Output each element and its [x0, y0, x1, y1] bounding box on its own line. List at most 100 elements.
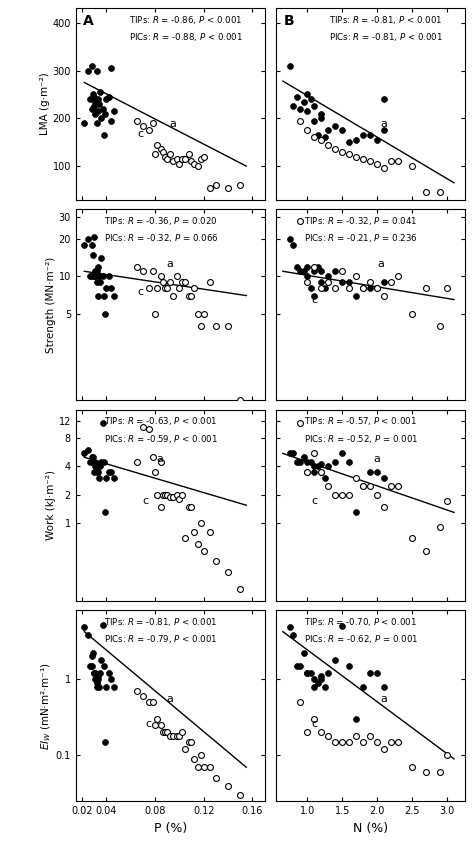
Point	[161, 488, 168, 501]
Point	[338, 735, 346, 749]
Point	[102, 92, 110, 106]
Point	[98, 252, 105, 265]
Point	[374, 157, 381, 170]
Point	[359, 128, 367, 142]
Text: c: c	[146, 719, 152, 728]
Point	[338, 488, 346, 501]
Text: PICs: $R$ = -0.21, $P$ = 0.236: PICs: $R$ = -0.21, $P$ = 0.236	[304, 232, 418, 244]
Text: a: a	[166, 694, 173, 704]
Point	[91, 270, 99, 283]
Point	[190, 526, 198, 539]
Point	[387, 276, 395, 289]
Point	[318, 672, 325, 686]
Point	[151, 148, 159, 161]
Point	[380, 680, 388, 694]
Point	[91, 99, 98, 113]
Point	[188, 289, 195, 303]
Point	[154, 488, 161, 501]
Point	[102, 680, 110, 694]
Point	[105, 270, 112, 283]
Point	[89, 450, 97, 464]
Point	[366, 276, 374, 289]
Point	[286, 232, 293, 246]
Point	[212, 178, 219, 192]
Point	[352, 471, 360, 485]
Point	[366, 128, 374, 142]
Point	[99, 416, 106, 430]
Point	[331, 488, 339, 501]
Point	[436, 186, 444, 199]
Point	[303, 465, 311, 478]
Point	[145, 422, 153, 436]
Point	[374, 465, 381, 478]
Point	[95, 471, 103, 485]
Point	[224, 566, 232, 579]
Text: c: c	[137, 129, 144, 138]
Point	[91, 460, 99, 473]
Point	[422, 544, 430, 558]
Point	[293, 259, 301, 273]
Point	[94, 465, 101, 478]
Point	[157, 718, 165, 732]
Point	[338, 447, 346, 460]
Point	[175, 729, 183, 743]
Point	[149, 695, 156, 709]
Point	[331, 119, 339, 132]
Point	[297, 659, 304, 672]
Point	[178, 488, 185, 501]
Point	[206, 276, 213, 289]
Point	[161, 150, 168, 164]
Point	[173, 488, 181, 501]
Point	[91, 667, 98, 680]
Point	[380, 276, 388, 289]
Point	[81, 620, 88, 633]
Point	[100, 659, 108, 672]
Point	[380, 471, 388, 485]
Point	[352, 729, 360, 743]
Point	[105, 667, 112, 680]
Text: TIPs: $R$ = -0.86, $P$ < 0.001: TIPs: $R$ = -0.86, $P$ < 0.001	[128, 14, 242, 26]
Point	[338, 276, 346, 289]
Point	[169, 729, 177, 743]
Point	[87, 455, 94, 468]
Point	[297, 114, 304, 127]
Point	[95, 680, 103, 694]
Point	[87, 659, 94, 672]
Point	[151, 465, 159, 478]
Point	[100, 289, 108, 303]
Point	[286, 620, 293, 633]
Point	[93, 116, 100, 130]
Text: c: c	[311, 496, 317, 506]
Point	[374, 488, 381, 501]
Text: TIPs: $R$ = -0.36, $P$ = 0.020: TIPs: $R$ = -0.36, $P$ = 0.020	[104, 215, 218, 226]
Text: TIPs: $R$ = -0.32, $P$ = 0.041: TIPs: $R$ = -0.32, $P$ = 0.041	[304, 215, 418, 226]
Point	[359, 282, 367, 295]
Point	[297, 102, 304, 115]
Point	[94, 92, 101, 106]
Point	[310, 447, 318, 460]
Point	[198, 749, 205, 762]
Point	[133, 114, 140, 127]
Point	[366, 667, 374, 680]
Point	[81, 116, 88, 130]
Point	[94, 672, 101, 686]
Point	[422, 766, 430, 779]
Point	[380, 162, 388, 176]
Point	[352, 270, 360, 283]
Point	[173, 729, 181, 743]
Point	[297, 265, 304, 278]
Text: c: c	[137, 287, 144, 297]
Point	[166, 490, 173, 504]
Point	[188, 735, 195, 749]
Point	[182, 743, 189, 756]
Point	[325, 276, 332, 289]
Point	[91, 667, 98, 680]
Point	[95, 98, 103, 111]
Point	[318, 276, 325, 289]
Text: c: c	[142, 496, 148, 506]
Point	[310, 99, 318, 113]
Point	[237, 393, 244, 407]
Point	[297, 695, 304, 709]
Point	[105, 90, 112, 103]
Point	[318, 458, 325, 471]
